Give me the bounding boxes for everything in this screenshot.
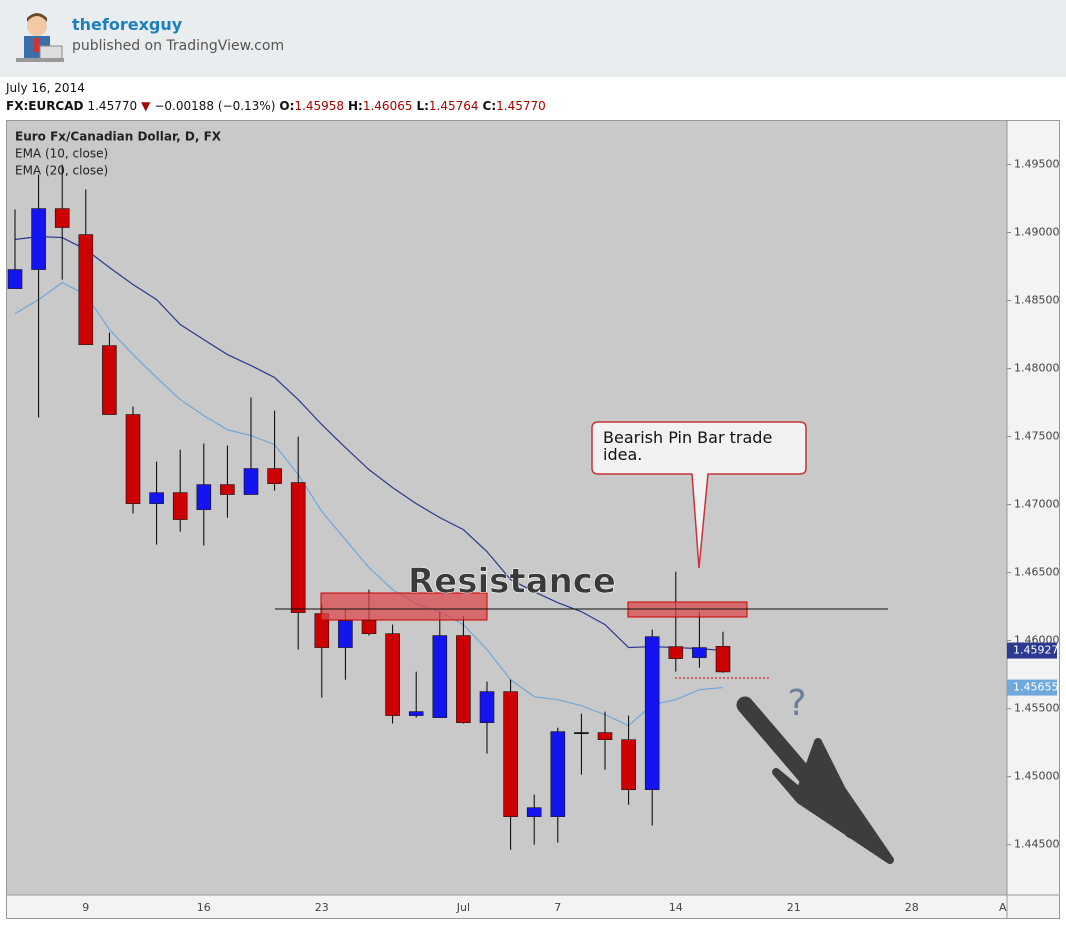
quote: FX:EURCAD 1.45770 ▼ −0.00188 (−0.13%) O:… [6, 99, 546, 113]
header: theforexguy published on TradingView.com [0, 0, 1066, 77]
candle-body [385, 633, 400, 716]
candle-body [267, 468, 282, 484]
published: published on TradingView.com [72, 38, 285, 54]
candle-body [668, 646, 684, 659]
last-value-box [1007, 679, 1057, 696]
y-tick-label: 1.45500 [1014, 702, 1060, 715]
chart-frame [6, 120, 1060, 919]
high-label: H: [348, 99, 363, 113]
y-tick-label: 1.46000 [1014, 634, 1060, 647]
resistance-zone [627, 601, 748, 618]
open: 1.45958 [294, 99, 344, 113]
y-tick-label: 1.46500 [1014, 566, 1060, 579]
question-mark: ? [787, 683, 806, 724]
candle-body [196, 484, 212, 510]
x-tick-label: 14 [669, 901, 683, 914]
low: 1.45764 [428, 99, 479, 113]
y-tick-label: 1.45000 [1014, 770, 1060, 783]
callout-text: Bearish Pin Bar trade idea. [603, 428, 773, 464]
last-value-label: 1.45655 [1013, 681, 1059, 694]
low-label: L: [416, 99, 429, 113]
candle-body [243, 468, 259, 495]
chart-title: Euro Fx/Canadian Dollar, D, FX [15, 130, 222, 144]
x-tick-label: 21 [787, 901, 801, 914]
candle-body [102, 345, 117, 415]
candle-body [479, 691, 495, 723]
last-value-label: 1.45927 [1013, 644, 1059, 657]
resistance-label: Resistance [408, 562, 616, 602]
arrow-shaft [736, 696, 861, 839]
author[interactable]: theforexguy [72, 15, 183, 34]
close-label: C: [482, 99, 497, 113]
candle-body [361, 620, 377, 634]
candle-body [644, 636, 660, 791]
candle-body [408, 711, 424, 716]
down-arrow: ▼ [141, 99, 151, 113]
annotations: Resistance? [275, 421, 894, 864]
candle-body [597, 732, 613, 740]
last-value-box [1007, 642, 1057, 659]
candle-body [290, 482, 306, 613]
date: July 16, 2014 [6, 81, 85, 95]
y-tick-label: 1.48000 [1014, 362, 1060, 375]
candle-body [692, 647, 707, 658]
candle-body [172, 492, 188, 520]
legend-entry: EMA (10, close) [15, 147, 108, 161]
close: 1.45770 [496, 99, 546, 113]
candle-body [456, 635, 471, 723]
candle-body [220, 484, 235, 495]
y-tick-label: 1.44500 [1014, 838, 1060, 851]
x-tick-label: 7 [554, 901, 561, 914]
candle-body [54, 208, 70, 228]
x-tick-label: 23 [315, 901, 329, 914]
legend-entry: EMA (20, close) [15, 164, 108, 178]
arrow-head [772, 738, 894, 864]
candle-body [149, 492, 164, 504]
candle-body [338, 620, 353, 648]
time-axis: 9 16 23 Jul 7 14 21 28 Au [82, 901, 1014, 914]
candle-body [526, 807, 542, 817]
x-tick-label: 16 [197, 901, 211, 914]
plot-area [7, 121, 1007, 895]
x-tick-label: 9 [82, 901, 89, 914]
open-label: O: [279, 99, 295, 113]
high: 1.46065 [362, 99, 413, 113]
candle-body [125, 414, 141, 504]
y-tick-label: 1.47000 [1014, 498, 1060, 511]
resistance-zone [320, 592, 488, 621]
candle-body [7, 269, 23, 289]
candle-body [31, 208, 46, 270]
change: −0.00188 (−0.13%) [154, 99, 276, 113]
candle-body [621, 739, 636, 791]
x-tick-label: Jul [456, 901, 470, 914]
x-tick-label: Au [999, 901, 1014, 914]
plot [7, 164, 731, 850]
candle-body [503, 691, 518, 817]
symbol: FX:EURCAD [6, 99, 84, 113]
y-tick-label: 1.49000 [1014, 226, 1060, 239]
last: 1.45770 [87, 99, 138, 113]
y-tick-label: 1.47500 [1014, 430, 1060, 443]
y-tick-label: 1.48500 [1014, 294, 1060, 307]
candle-body [715, 646, 731, 673]
candle-body [432, 635, 448, 718]
candle-body [314, 613, 330, 648]
candle-body [78, 234, 94, 345]
x-tick-label: 28 [905, 901, 919, 914]
y-tick-label: 1.49500 [1014, 158, 1060, 171]
ema-line [14, 281, 724, 727]
candle-body [574, 732, 589, 734]
avatar [16, 13, 64, 62]
candle-body [550, 731, 566, 817]
